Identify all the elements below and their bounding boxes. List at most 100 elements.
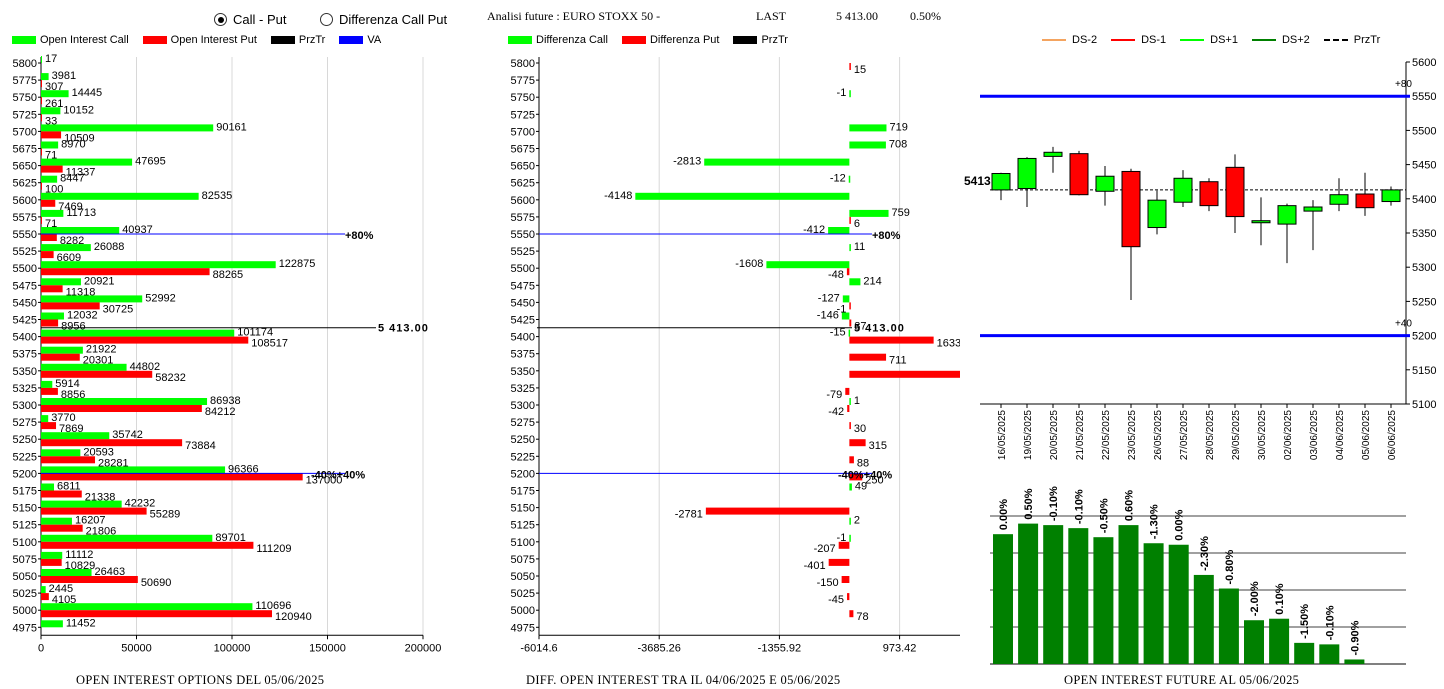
call-value-label: 14445 — [72, 87, 103, 99]
y-tick-label: 5400 — [511, 332, 535, 344]
last-price-label: 5413 — [964, 174, 991, 188]
x-tick-label: -1355.92 — [758, 642, 801, 654]
call-bar — [842, 295, 850, 303]
y-tick-label: 5475 — [511, 280, 535, 292]
x-tick-label: 973.42 — [883, 642, 917, 654]
put-bar — [846, 268, 850, 276]
legend-swatch — [733, 36, 758, 44]
legend-swatch — [270, 36, 295, 44]
put-value-label: 7869 — [59, 423, 83, 435]
call-bar — [704, 158, 850, 166]
future-bar-label: -0.10% — [1048, 486, 1060, 521]
diff-open-interest-chart: 5800 5775 5750 5725 5700 5675 5650 5625 5600 5575… — [511, 57, 960, 654]
call-bar — [41, 312, 64, 320]
y-tick-label: 5200 — [511, 468, 535, 480]
call-value-label: 3981 — [52, 70, 76, 82]
y-tick-label: 5625 — [13, 178, 37, 190]
call-bar — [849, 90, 851, 98]
put-value-label: 30 — [854, 423, 866, 435]
put-bar — [41, 199, 56, 207]
y-tick-label: 5650 — [511, 161, 535, 173]
put-value-label: 111209 — [256, 543, 291, 555]
future-bar-label: -0.10% — [1073, 489, 1085, 524]
call-bar — [849, 209, 889, 217]
candle-body — [1199, 181, 1219, 207]
call-bar — [849, 517, 851, 525]
x-tick-label: 03/06/2025 — [1309, 410, 1320, 460]
put-bar — [41, 216, 42, 224]
call-value-label: -12 — [830, 173, 846, 185]
put-value-label: 6609 — [57, 252, 81, 264]
page-title: Analisi future : EURO STOXX 50 - — [487, 9, 661, 23]
put-bar — [41, 387, 58, 395]
call-value-label: -4148 — [604, 190, 632, 202]
legend-candles: DS-2 DS-1 DS+1 DS+2 PrzTr — [1042, 34, 1394, 46]
call-value-label: 82535 — [202, 190, 233, 202]
radio-call-put[interactable]: Call - Put — [214, 12, 286, 27]
x-tick-label: 19/05/2025 — [1023, 410, 1034, 460]
put-value-label: -79 — [826, 389, 842, 401]
call-value-label: 1 — [854, 395, 860, 407]
put-value-label: -150 — [817, 577, 839, 589]
candle-body — [1147, 199, 1167, 229]
call-bar — [828, 227, 850, 234]
put-bar — [41, 456, 96, 464]
y-tick-label: 5200 — [13, 468, 37, 480]
legend-line — [1251, 39, 1276, 41]
put-value-label: 55289 — [150, 509, 181, 521]
y-tick-label: 5175 — [511, 486, 535, 498]
legend-item: Differenza Call — [508, 34, 608, 46]
y-tick-label: 5050 — [13, 571, 37, 583]
call-bar — [41, 432, 110, 440]
future-bar-label: -0.50% — [1098, 498, 1110, 533]
call-value-label: 10152 — [63, 104, 94, 116]
x-tick-label: 200000 — [405, 642, 442, 654]
call-value-label: 21922 — [86, 344, 117, 356]
x-tick-label: -6014.6 — [520, 642, 557, 654]
y-tick-label: 5000 — [13, 605, 37, 617]
radio-differenza-call-put[interactable]: Differenza Call Put — [320, 12, 447, 27]
call-bar — [849, 534, 851, 542]
call-value-label: 719 — [889, 121, 907, 133]
y-tick-label: 5425 — [511, 315, 535, 327]
put-value-label: 250 — [865, 474, 883, 486]
y-tick-label: 5500 — [13, 263, 37, 275]
x-tick-label: 04/06/2025 — [1335, 410, 1346, 460]
y-tick-label: 5450 — [13, 297, 37, 309]
put-value-label: 108517 — [251, 338, 288, 350]
y-tick-label: 5350 — [13, 366, 37, 378]
level-label: +80 — [1395, 79, 1412, 90]
call-bar — [41, 141, 59, 149]
call-value-label: 52992 — [145, 292, 176, 304]
x-tick-label: 06/06/2025 — [1387, 410, 1398, 460]
put-value-label: 137000 — [306, 474, 343, 486]
y-tick-label: 5450 — [511, 297, 535, 309]
call-value-label: 42232 — [125, 498, 156, 510]
put-value-label: 261 — [45, 98, 63, 110]
y-tick-label: 5450 — [1412, 160, 1436, 172]
x-tick-label: -3685.26 — [637, 642, 680, 654]
call-bar — [41, 603, 253, 611]
last-price-label: 5 413.00 — [854, 323, 905, 335]
y-tick-label: 5025 — [511, 588, 535, 600]
put-bar — [849, 610, 854, 618]
open-interest-future-chart: 0.00% 0.50% -0.10% -0.10% -0.50% 0.60% -1.30% 0… — [990, 486, 1406, 665]
put-bar — [849, 336, 934, 344]
y-tick-label: 5400 — [1412, 194, 1436, 206]
radio-differenza-label: Differenza Call Put — [339, 12, 448, 27]
y-tick-label: 5100 — [13, 537, 37, 549]
call-bar — [41, 569, 92, 576]
call-value-label: 96366 — [228, 463, 259, 475]
future-bar — [1118, 525, 1139, 664]
y-tick-label: 5550 — [511, 229, 535, 241]
put-value-label: 21806 — [86, 526, 117, 538]
put-value-label: 20301 — [83, 355, 114, 367]
future-bar-label: -0.10% — [1324, 605, 1336, 640]
y-tick-label: 5800 — [511, 58, 535, 70]
y-tick-label: 5600 — [13, 195, 37, 207]
put-value-label: -401 — [804, 560, 826, 572]
legend-item: VA — [339, 34, 381, 46]
put-bar — [847, 405, 850, 412]
candle-body — [1017, 157, 1037, 190]
call-value-label: 2 — [854, 515, 860, 527]
